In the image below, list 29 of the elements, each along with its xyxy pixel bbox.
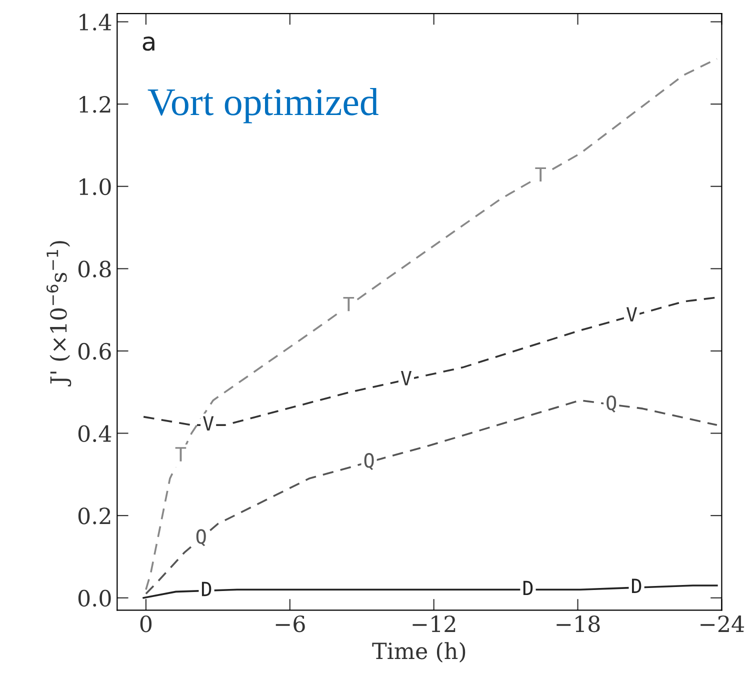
y-tick-label: 1.4 [80,14,112,31]
series-label: Q [606,395,616,412]
text: Q [364,453,374,470]
x-axis-title: Time (h) [372,642,466,662]
x-tick-label: −12 [412,615,456,632]
series-label: T [175,447,186,462]
annotation: a [142,36,154,51]
text: D [523,580,533,596]
x-tick-label: −6 [276,615,305,632]
y-axis-title: J' (×10$^{−6}$s$^{−1}$) [46,241,72,386]
y-tick-label: 0.0 [78,590,111,607]
text: V [203,416,214,430]
series-label: D [632,578,642,593]
y-tick-label: 0.8 [78,260,111,278]
x-tick-label: 0 [140,615,152,632]
y-tick-label: 1.2 [80,96,110,113]
y-tick-label: 1.0 [80,178,111,196]
text: Q [196,529,206,546]
annotation: Vort optimized [148,88,378,124]
text: D [202,582,212,596]
series-label: V [626,307,638,322]
text: T [535,167,546,182]
x-tick-label: −18 [556,615,600,632]
y-tick-label: 0.2 [78,508,110,524]
x-tick-label: −24 [700,615,744,632]
y-tick-label: 0.6 [78,342,111,360]
text: V [400,371,412,386]
y-tick-label: 0.4 [78,425,112,442]
text: T [343,296,354,312]
